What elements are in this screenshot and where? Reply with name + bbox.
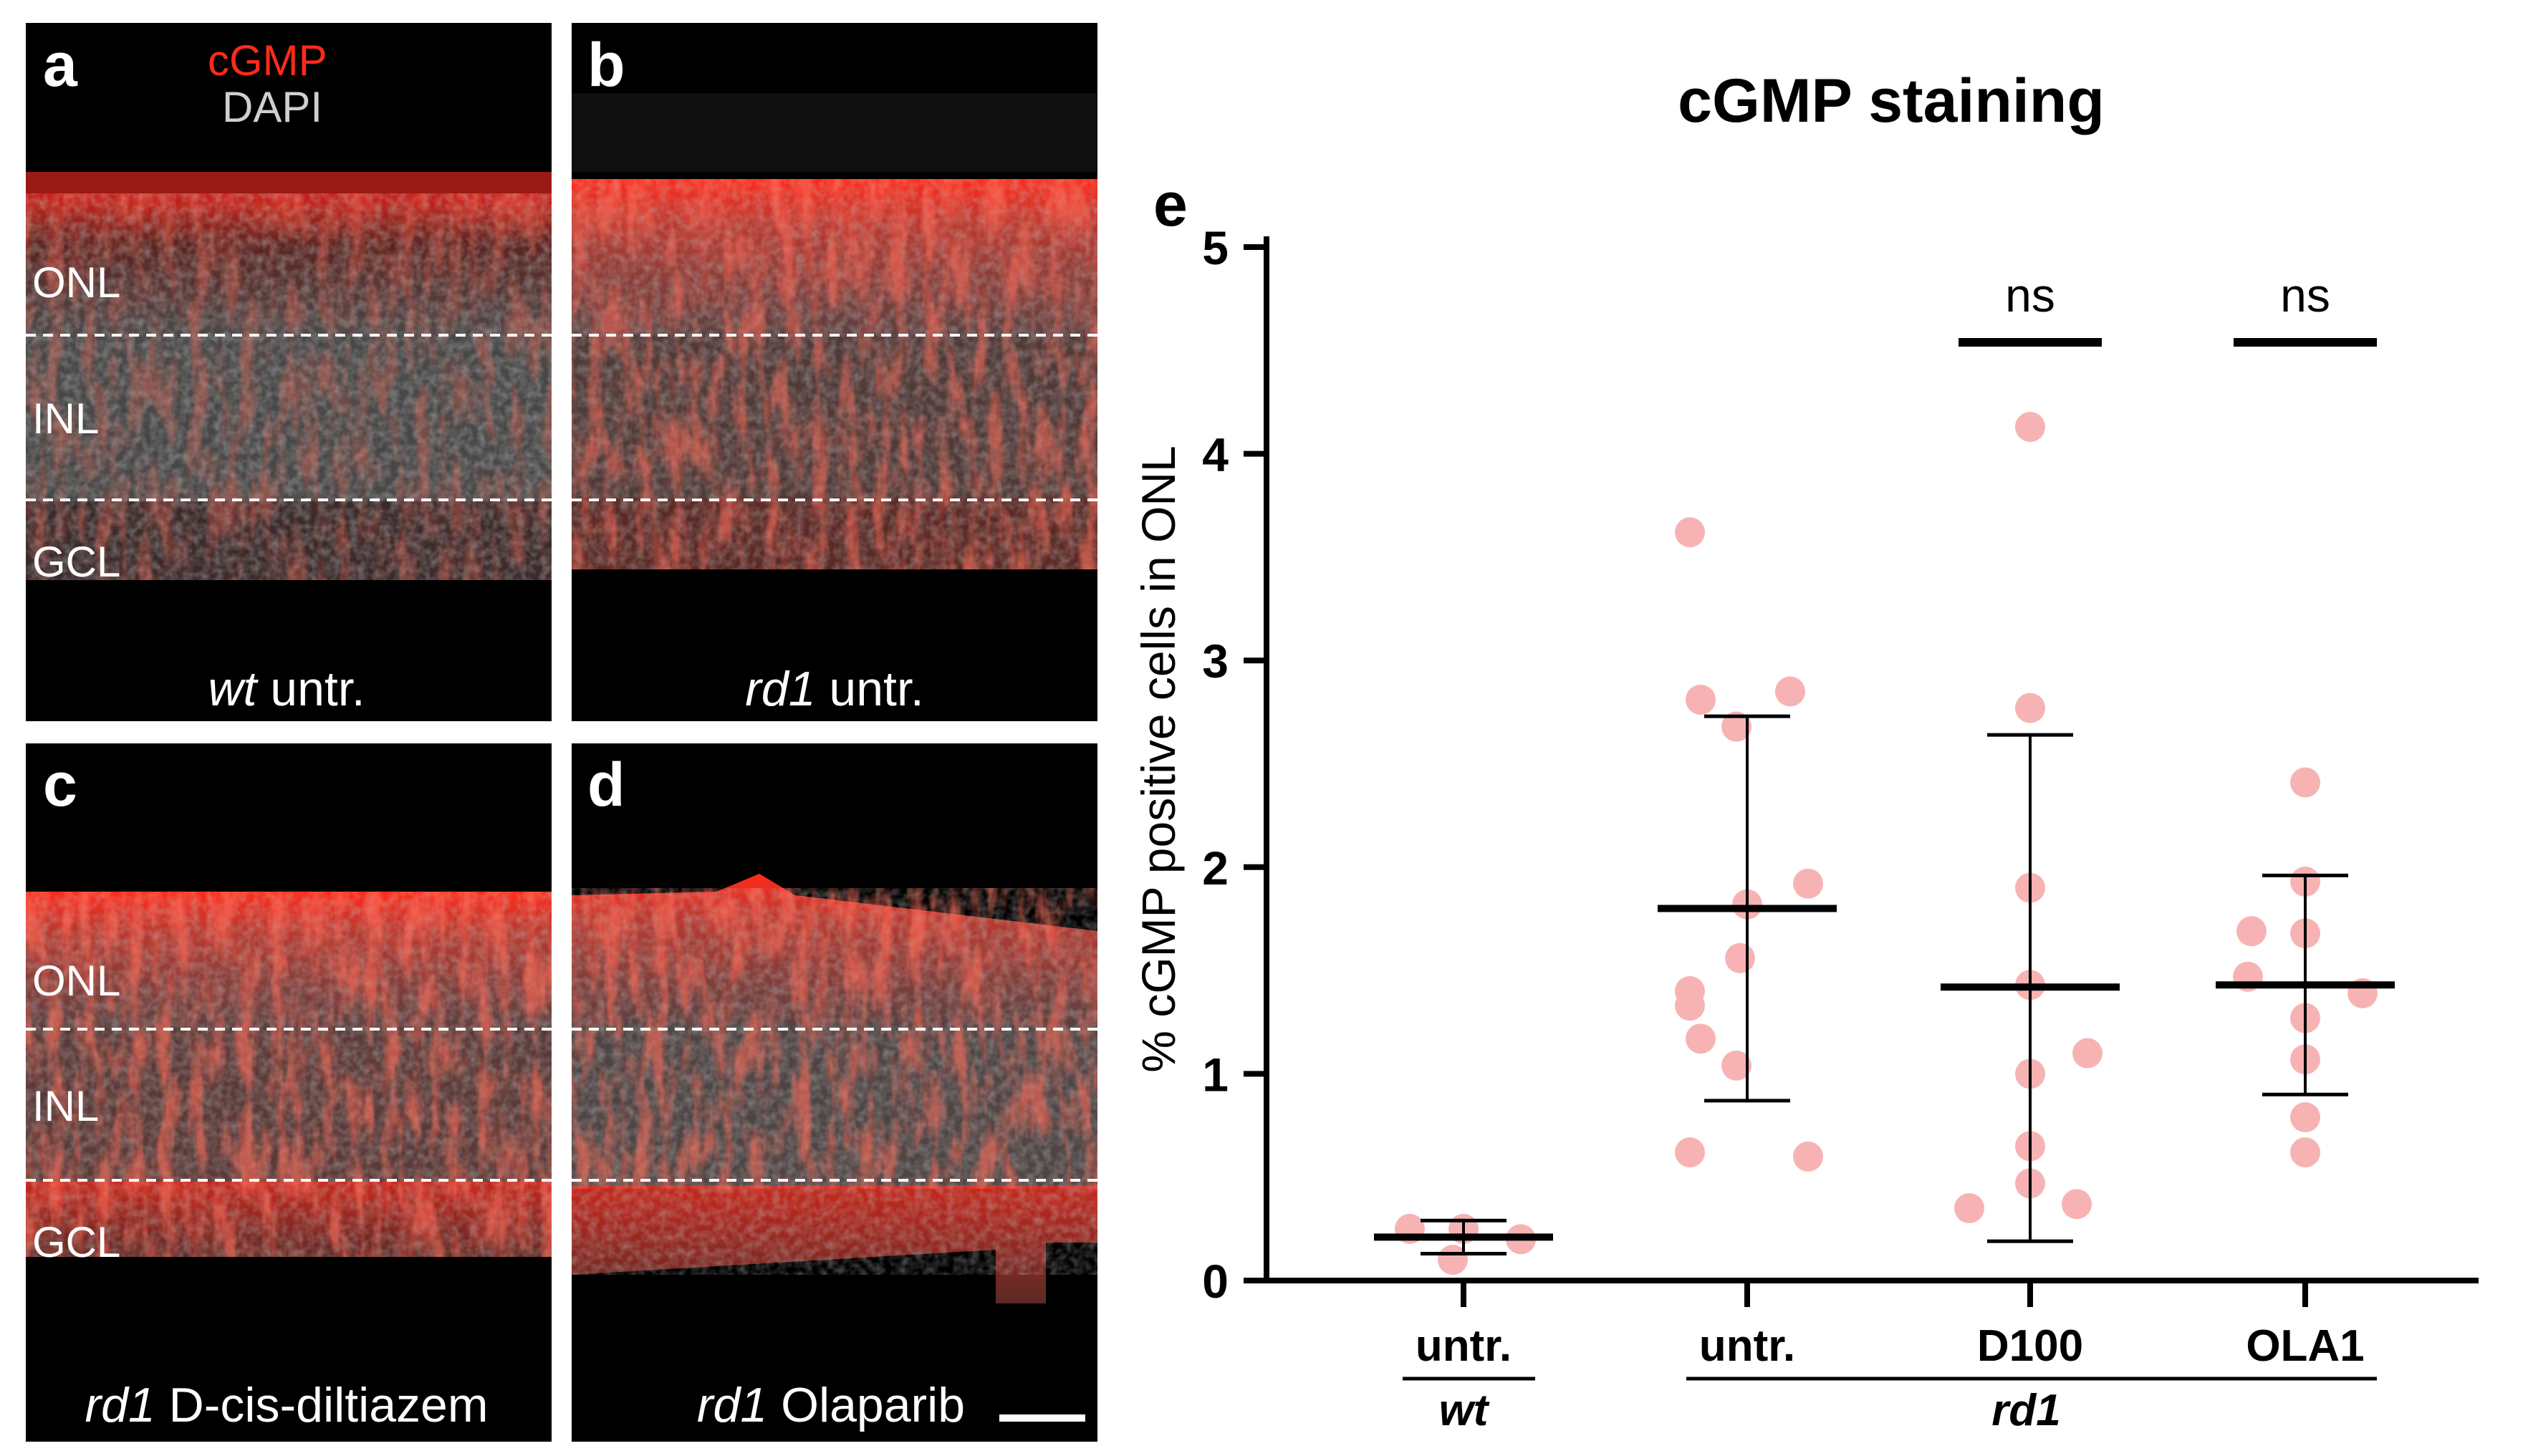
data-point	[1675, 517, 1705, 548]
region-label-onl-c: ONL	[32, 957, 120, 1005]
data-point	[1725, 942, 1755, 973]
y-tick-label: 0	[1202, 1255, 1229, 1308]
bracket-label: wt	[1439, 1386, 1490, 1435]
micrograph-panel-a: a cGMP DAPI ONL INL GCL wt untr.	[26, 23, 552, 721]
data-point	[2062, 1189, 2092, 1220]
x-tick-label: untr.	[1699, 1321, 1795, 1371]
group-1: untr.	[1658, 517, 1837, 1371]
significance-label: ns	[2005, 269, 2055, 322]
scale-bar	[999, 1414, 1085, 1422]
caption-c: rd1 D-cis-diltiazem	[85, 1378, 489, 1432]
data-point	[1721, 1050, 1751, 1081]
panel-letter-a: a	[43, 31, 78, 100]
data-point	[1686, 685, 1716, 715]
group-2: D100 ns	[1941, 269, 2120, 1371]
y-tick-label: 4	[1202, 428, 1229, 481]
data-point	[2290, 1137, 2320, 1168]
data-point	[1775, 676, 1805, 707]
group-0: untr.	[1374, 1213, 1553, 1371]
caption-d: rd1 Olaparib	[697, 1378, 965, 1432]
data-point	[2236, 916, 2267, 947]
micrograph-panel-b: b rd1 untr.	[572, 23, 1097, 721]
y-tick-label: 1	[1202, 1048, 1229, 1101]
data-point	[2290, 1102, 2320, 1133]
data-point	[2015, 412, 2045, 443]
region-label-onl-a: ONL	[32, 259, 120, 307]
micrograph-panel-c: c ONL INL GCL rd1 D-cis-diltiazem	[26, 743, 552, 1442]
y-axis-label: % cGMP positive cells in ONL	[1132, 445, 1185, 1072]
data-point	[1675, 1137, 1705, 1168]
chart-panel-e: e cGMP staining % cGMP positive cells in…	[1132, 67, 2479, 1435]
significance-label: ns	[2280, 269, 2330, 322]
data-point	[2072, 1038, 2102, 1069]
x-tick-label: D100	[1977, 1321, 2083, 1371]
y-tick-label: 3	[1202, 635, 1229, 688]
legend-cgmp: cGMP	[208, 37, 327, 85]
data-point	[2015, 693, 2045, 723]
region-label-inl-c: INL	[32, 1082, 99, 1130]
region-label-gcl-a: GCL	[32, 538, 120, 586]
caption-b: rd1 untr.	[745, 662, 924, 716]
micrograph-panel-d: d rd1 Olaparib	[572, 743, 1097, 1442]
region-label-inl-a: INL	[32, 395, 99, 443]
y-tick-label: 5	[1202, 221, 1229, 274]
panel-letter-b: b	[587, 31, 625, 100]
data-point	[1675, 990, 1705, 1021]
data-point	[1686, 1023, 1716, 1054]
group-3: OLA1 ns	[2216, 269, 2395, 1371]
y-tick-label: 2	[1202, 842, 1229, 895]
data-point	[1721, 711, 1751, 742]
panel-letter-c: c	[43, 751, 77, 819]
panel-letter-e: e	[1153, 170, 1188, 239]
chart-title: cGMP staining	[1678, 67, 2105, 135]
data-point	[2290, 767, 2320, 798]
data-point	[1793, 1141, 1823, 1172]
legend-dapi: DAPI	[222, 83, 322, 131]
x-tick-label: untr.	[1416, 1321, 1512, 1371]
panel-letter-d: d	[587, 751, 625, 819]
region-label-gcl-c: GCL	[32, 1218, 120, 1266]
data-point	[1793, 868, 1823, 899]
x-tick-label: OLA1	[2246, 1321, 2364, 1371]
data-point	[1954, 1192, 1984, 1223]
bracket-label: rd1	[1991, 1386, 2060, 1435]
caption-a: wt untr.	[208, 662, 365, 716]
